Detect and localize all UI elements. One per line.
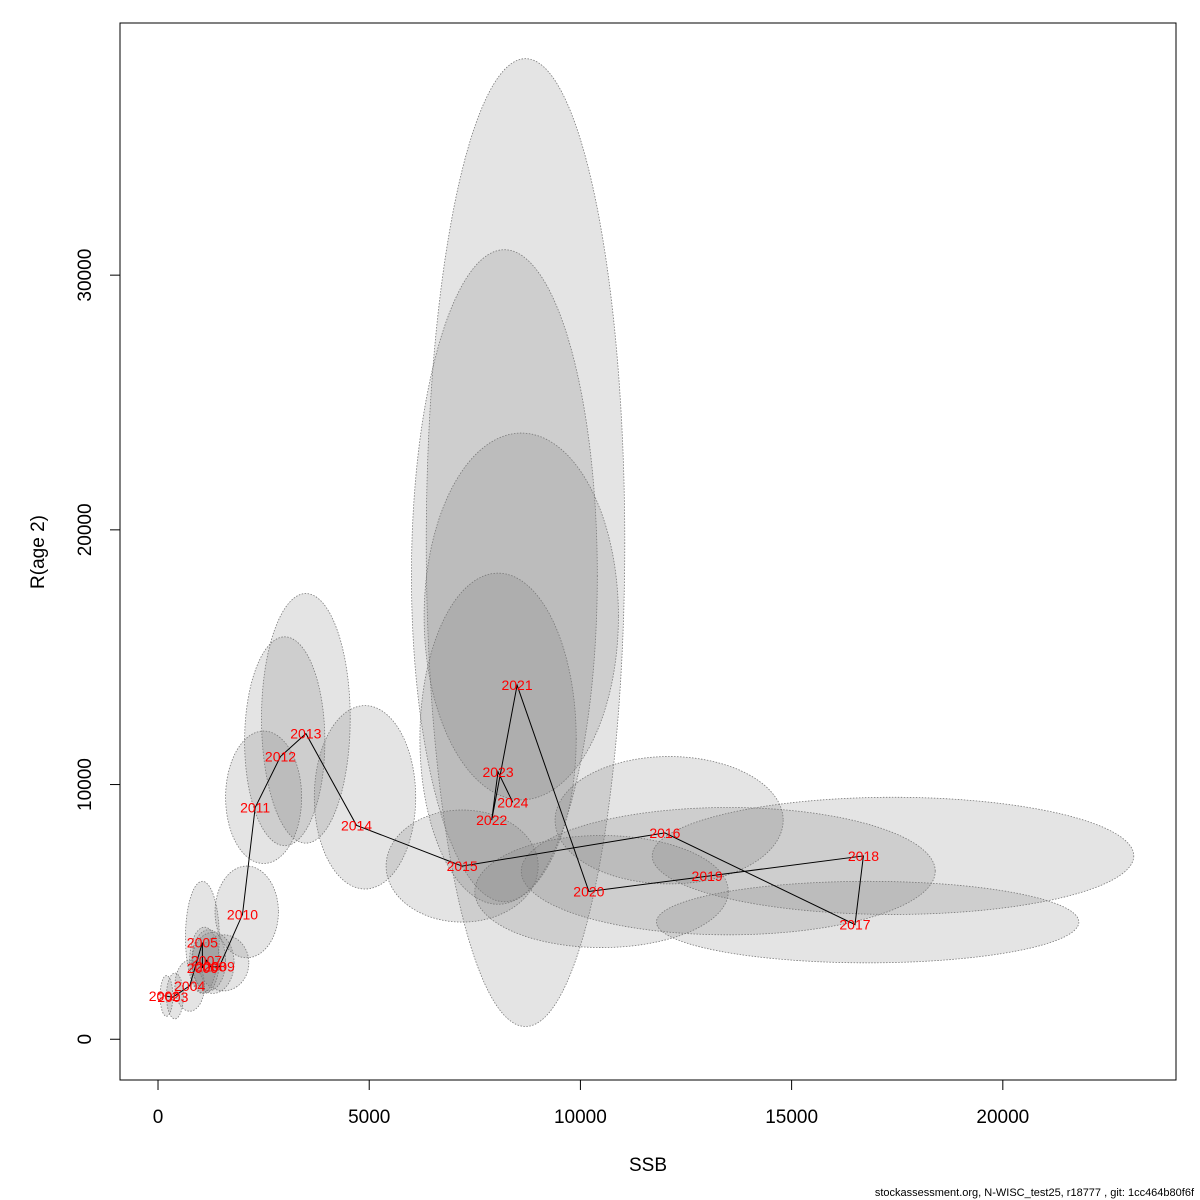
confidence-region-2010 [214, 865, 279, 959]
year-label-2005: 2005 [187, 934, 218, 950]
year-label-2018: 2018 [848, 848, 879, 864]
y-tick-label: 30000 [75, 249, 96, 302]
y-tick-label: 20000 [75, 503, 96, 556]
confidence-region-2020 [474, 835, 729, 948]
confidence-region-2024 [423, 432, 619, 801]
year-label-2014: 2014 [341, 817, 372, 833]
year-label-2017: 2017 [839, 917, 870, 933]
year-label-2008: 2008 [195, 959, 226, 975]
confidence-region-2017 [656, 880, 1080, 964]
year-label-2004: 2004 [174, 978, 205, 994]
confidence-region-2021 [425, 58, 626, 1027]
confidence-region-2016 [554, 756, 784, 885]
year-label-2006: 2006 [187, 960, 218, 976]
year-label-2015: 2015 [447, 858, 478, 874]
confidence-region-2006 [189, 926, 220, 994]
year-label-2016: 2016 [649, 825, 680, 841]
confidence-region-2013 [261, 593, 351, 844]
y-axis: 0 10000 20000 30000 [75, 249, 121, 1045]
x-tick-label: 0 [153, 1107, 164, 1128]
year-label-2003: 2003 [157, 989, 188, 1005]
year-label-2019: 2019 [692, 868, 723, 884]
year-label-2007: 2007 [191, 952, 222, 968]
footer-credit: stockassessment.org, N-WISC_test25, r187… [875, 1187, 1195, 1199]
year-label-2022: 2022 [476, 812, 507, 828]
year-label-2010: 2010 [227, 906, 258, 922]
confidence-region-2011 [225, 730, 303, 864]
confidence-region-2014 [313, 705, 417, 890]
y-tick-label: 0 [75, 1034, 96, 1045]
confidence-region-2009 [197, 934, 250, 992]
year-label-2020: 2020 [573, 884, 604, 900]
year-label-2011: 2011 [240, 799, 270, 815]
x-tick-label: 15000 [765, 1107, 818, 1128]
x-axis: 0 5000 10000 15000 20000 [153, 1079, 1029, 1128]
year-label-2013: 2013 [290, 726, 321, 742]
year-label-2009: 2009 [204, 959, 235, 975]
year-label-2012: 2012 [265, 749, 296, 765]
year-label-2024: 2024 [497, 794, 528, 810]
year-label-2002: 2002 [149, 988, 180, 1004]
confidence-region-2005 [185, 880, 220, 994]
x-tick-label: 20000 [976, 1107, 1029, 1128]
x-axis-title: SSB [629, 1155, 667, 1176]
confidence-regions [159, 58, 1135, 1027]
sr-trajectory-line [164, 683, 864, 998]
x-tick-label: 10000 [554, 1107, 607, 1128]
y-axis-title: R(age 2) [28, 515, 49, 589]
year-label-2021: 2021 [501, 677, 532, 693]
confidence-region-2023 [411, 249, 598, 903]
confidence-region-2022 [419, 572, 577, 905]
x-tick-label: 5000 [348, 1107, 390, 1128]
year-label-2023: 2023 [482, 764, 513, 780]
confidence-region-2012 [244, 636, 326, 847]
y-tick-label: 10000 [75, 758, 96, 811]
